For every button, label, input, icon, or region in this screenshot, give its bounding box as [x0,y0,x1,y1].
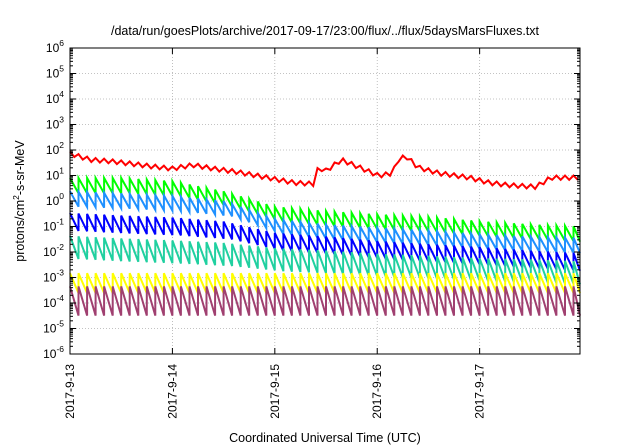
x-tick-label: 2017-9-16 [370,364,384,419]
axis-ticks [69,47,580,355]
x-tick-label: 2017-9-15 [268,364,282,419]
y-tick-label: 10-4 [43,293,64,310]
y-tick-label: 105 [46,64,64,81]
series-lines [69,150,581,316]
y-tick-label: 10-2 [43,242,64,259]
x-tick-label: 2017-9-13 [63,364,77,419]
x-tick-labels: 2017-9-13 2017-9-14 2017-9-15 2017-9-16 2017… [63,364,487,419]
y-tick-label: 10-5 [43,319,64,336]
y-tick-label: 100 [46,191,64,208]
y-tick-label: 103 [46,115,64,132]
series-line [69,286,581,316]
y-tick-label: 10-6 [43,344,64,361]
y-tick-label: 101 [46,166,64,183]
y-tick-label: 102 [46,140,64,157]
y-tick-label: 10-3 [43,268,64,285]
y-axis-label: protons/cm2-s-sr-MeV [11,140,27,262]
y-tick-label: 10-1 [43,217,64,234]
y-tick-label: 106 [46,38,64,55]
x-tick-label: 2017-9-14 [165,364,179,419]
x-tick-label: 2017-9-17 [473,364,487,419]
series-line [69,150,579,191]
series-line [69,187,581,257]
chart-title: /data/run/goesPlots/archive/2017-09-17/2… [111,24,540,38]
y-tick-label: 104 [46,89,64,106]
series-line [69,174,581,246]
x-axis-label: Coordinated Universal Time (UTC) [229,431,421,445]
y-tick-labels: 10-6 10-5 10-4 10-3 10-2 10-1 100 101 102 103 104 1… [43,38,64,361]
